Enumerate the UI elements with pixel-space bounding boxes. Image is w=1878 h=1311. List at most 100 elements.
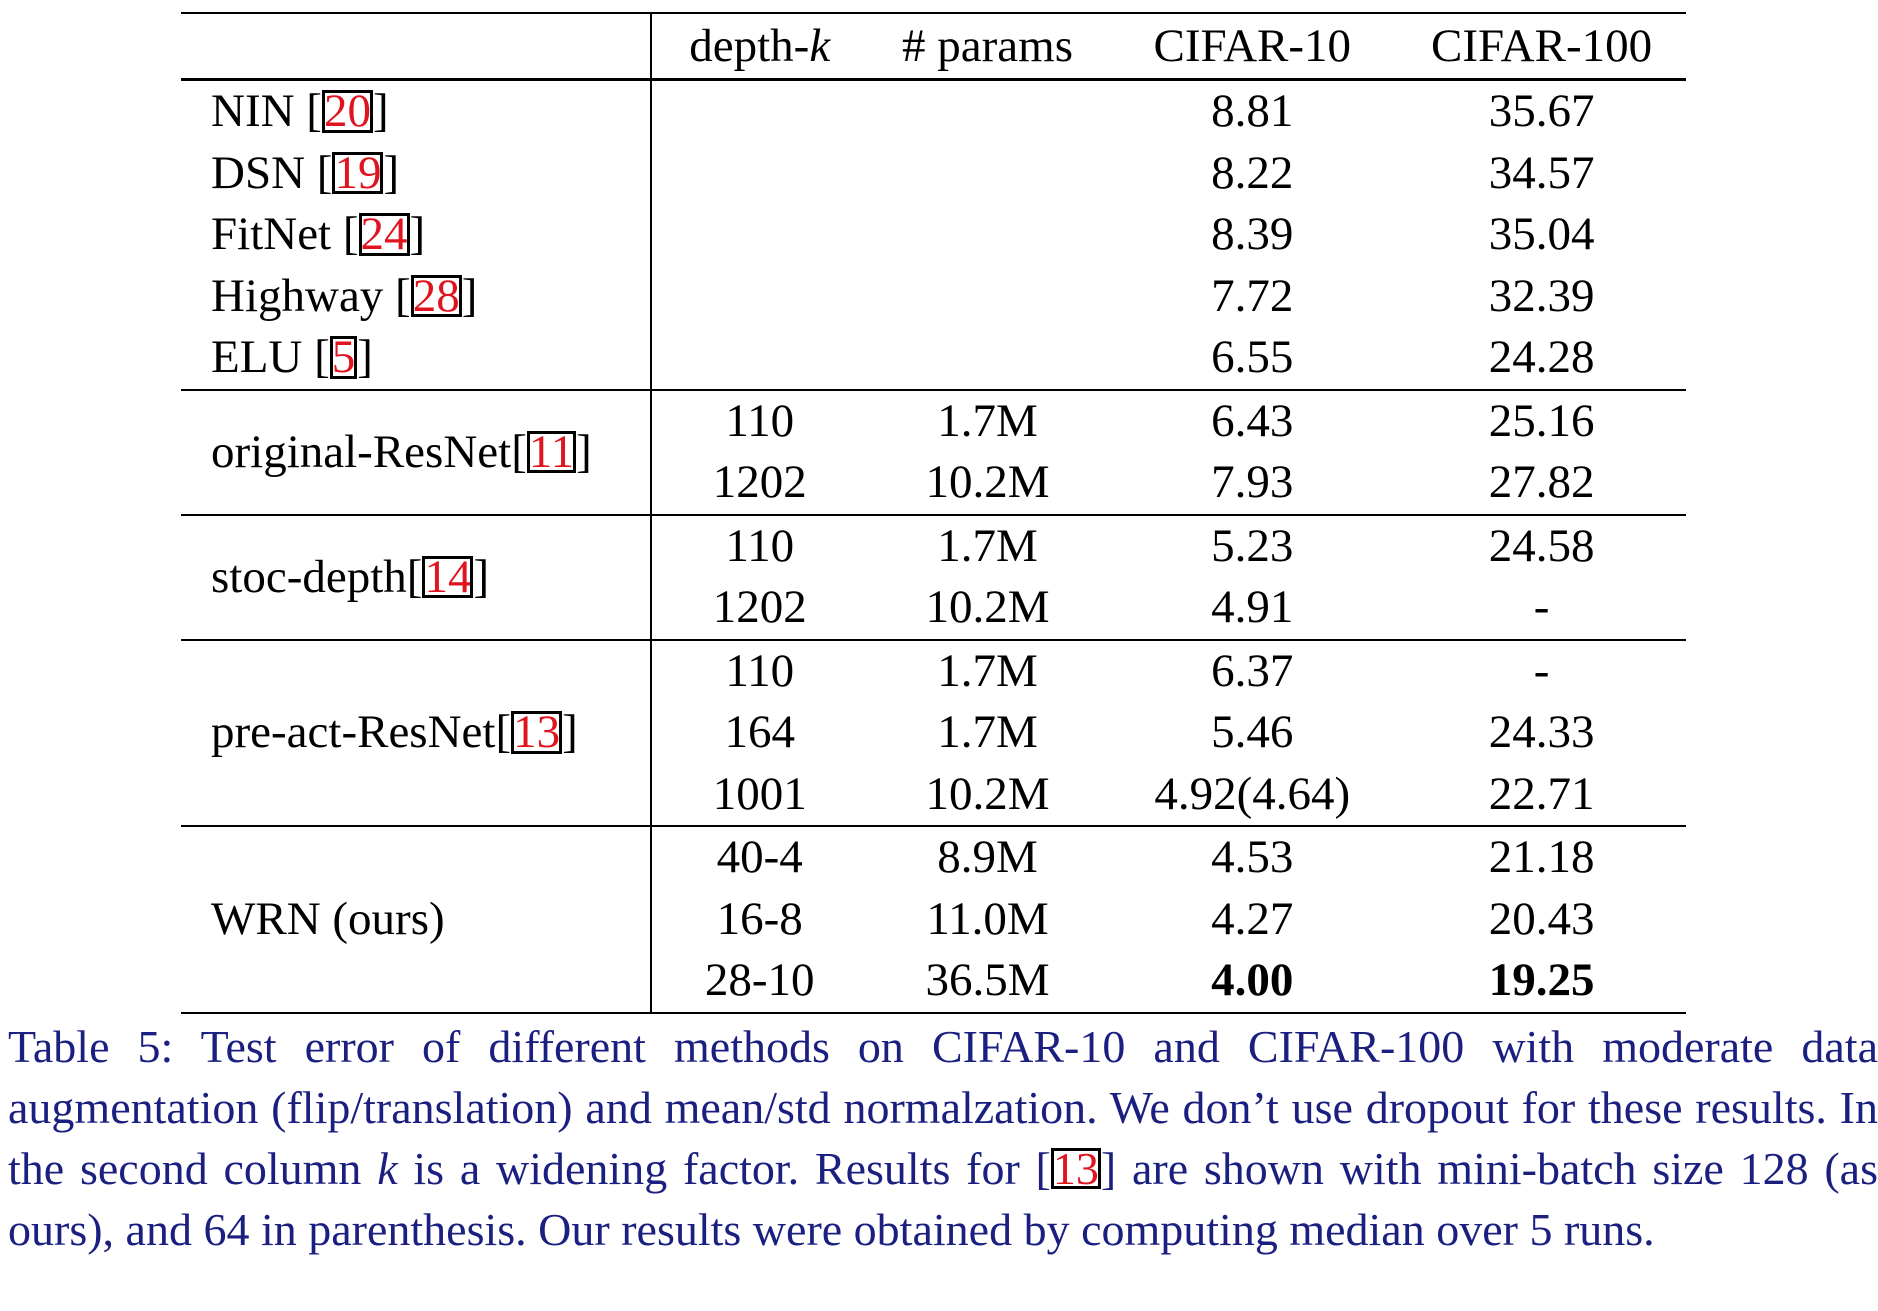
caption-citation-link[interactable]: 13 bbox=[1050, 1143, 1101, 1194]
depth-cell bbox=[651, 204, 868, 266]
cifar10-cell: 6.37 bbox=[1107, 638, 1398, 702]
citation-link[interactable]: 20 bbox=[321, 85, 373, 138]
header-row: depth-k # params CIFAR-10 CIFAR-100 bbox=[181, 12, 1686, 81]
cifar10-cell: 7.72 bbox=[1211, 269, 1294, 322]
table-row: 1202 10.2M 4.91 - bbox=[181, 577, 1686, 640]
depth-cell: 110 bbox=[650, 513, 868, 577]
table-row: original-ResNet[11] 110 1.7M 6.43 25.16 bbox=[181, 388, 1686, 515]
cifar10-cell: 8.81 bbox=[1211, 85, 1294, 138]
citation-link[interactable]: 13 bbox=[511, 706, 563, 759]
method-suffix: ] bbox=[409, 208, 426, 261]
cifar10-cell: 7.93 bbox=[1211, 456, 1294, 509]
header-cifar10: CIFAR-10 bbox=[1107, 12, 1398, 81]
params-cell bbox=[868, 143, 1108, 205]
results-table-container: depth-k # params CIFAR-10 CIFAR-100 NIN … bbox=[181, 12, 1686, 1014]
method-cell: FitNet [24] bbox=[181, 204, 652, 266]
table-row: ELU [5] 6.55 24.28 bbox=[181, 327, 1686, 390]
method-suffix: ] bbox=[473, 550, 490, 603]
params-cell bbox=[868, 266, 1108, 328]
cifar100-cell: 35.67 bbox=[1488, 85, 1595, 138]
cifar100-best-cell: 19.25 bbox=[1397, 950, 1686, 1014]
method-name: original-ResNet[ bbox=[211, 425, 527, 478]
cifar10-cell: 4.91 bbox=[1211, 581, 1294, 634]
params-cell bbox=[868, 204, 1108, 266]
method-cell: NIN [20] bbox=[181, 79, 652, 143]
depth-cell: 1001 bbox=[712, 767, 807, 820]
params-cell: 10.2M bbox=[925, 456, 1050, 509]
params-cell: 10.2M bbox=[925, 767, 1050, 820]
params-cell bbox=[868, 80, 1108, 143]
method-suffix: ] bbox=[383, 146, 400, 199]
table-row: 28-10 36.5M 4.00 19.25 bbox=[181, 950, 1686, 1014]
table-row: 164 1.7M 5.46 24.33 bbox=[181, 702, 1686, 764]
depth-cell bbox=[651, 80, 868, 143]
citation-link[interactable]: 19 bbox=[332, 146, 384, 199]
cifar100-cell: 24.58 bbox=[1397, 513, 1686, 577]
cifar10-cell: 8.39 bbox=[1211, 208, 1294, 261]
depth-cell: 110 bbox=[650, 638, 868, 702]
params-cell: 1.7M bbox=[867, 513, 1108, 577]
cifar100-cell: 34.57 bbox=[1488, 146, 1595, 199]
cifar100-cell: 24.33 bbox=[1488, 706, 1595, 759]
caption-text-part1: Table 5: Test error of different methods… bbox=[8, 1021, 1878, 1194]
cifar10-cell: 5.23 bbox=[1107, 513, 1398, 577]
method-cell: Highway [28] bbox=[181, 265, 652, 327]
caption-k: k bbox=[377, 1143, 398, 1194]
method-name: pre-act-ResNet[ bbox=[211, 706, 512, 759]
method-name: NIN [ bbox=[211, 85, 322, 138]
cifar100-cell: 24.28 bbox=[1488, 331, 1595, 384]
citation-link[interactable]: 14 bbox=[422, 550, 474, 603]
cifar100-cell: 25.16 bbox=[1397, 388, 1686, 452]
cifar10-cell: 4.53 bbox=[1107, 825, 1398, 889]
depth-cell: 1202 bbox=[712, 456, 807, 509]
caption-text-part2: is a widening factor. Results for [ bbox=[397, 1143, 1051, 1194]
cifar100-cell: 21.18 bbox=[1397, 825, 1686, 889]
cifar10-cell: 6.55 bbox=[1211, 331, 1294, 384]
depth-cell: 164 bbox=[724, 706, 795, 759]
params-cell: 11.0M bbox=[926, 892, 1049, 945]
method-name: WRN (ours) bbox=[211, 892, 445, 945]
method-cell: DSN [19] bbox=[181, 142, 652, 204]
params-cell: 8.9M bbox=[867, 825, 1108, 889]
method-cell: stoc-depth[14] bbox=[181, 513, 652, 640]
cifar10-best-cell: 4.00 bbox=[1107, 950, 1398, 1014]
method-name: DSN [ bbox=[211, 146, 333, 199]
citation-link[interactable]: 24 bbox=[358, 208, 410, 261]
method-name: FitNet [ bbox=[211, 208, 359, 261]
table-row: pre-act-ResNet[13] 110 1.7M 6.37 - bbox=[181, 638, 1686, 826]
table-row: WRN (ours) 40-4 8.9M 4.53 21.18 bbox=[181, 825, 1686, 1014]
depth-cell bbox=[651, 266, 868, 328]
cifar100-cell: - bbox=[1397, 638, 1686, 702]
params-cell: 1.7M bbox=[867, 388, 1108, 452]
cifar100-cell: 27.82 bbox=[1488, 456, 1595, 509]
citation-link[interactable]: 5 bbox=[329, 331, 358, 384]
params-cell: 10.2M bbox=[925, 581, 1050, 634]
cifar100-cell: - bbox=[1533, 581, 1550, 634]
depth-cell: 16-8 bbox=[716, 892, 803, 945]
header-depth: depth-k bbox=[650, 12, 868, 81]
cifar10-cell: 5.46 bbox=[1211, 706, 1294, 759]
results-table: depth-k # params CIFAR-10 CIFAR-100 NIN … bbox=[181, 12, 1686, 1014]
citation-link[interactable]: 28 bbox=[410, 269, 462, 322]
table-caption: Table 5: Test error of different methods… bbox=[8, 1016, 1878, 1260]
citation-link[interactable]: 11 bbox=[526, 425, 577, 478]
depth-cell: 28-10 bbox=[650, 950, 868, 1014]
header-method bbox=[181, 12, 652, 81]
cifar100-cell: 20.43 bbox=[1488, 892, 1595, 945]
method-name: stoc-depth[ bbox=[211, 550, 423, 603]
method-cell: ELU [5] bbox=[181, 327, 652, 390]
header-depth-k: k bbox=[809, 19, 831, 72]
table-row: stoc-depth[14] 110 1.7M 5.23 24.58 bbox=[181, 513, 1686, 640]
depth-cell: 40-4 bbox=[650, 825, 868, 889]
caption-text-part3: ] are shown with mini-batch size 128 (as… bbox=[8, 1143, 1878, 1255]
method-name: ELU [ bbox=[211, 331, 330, 384]
params-cell: 1.7M bbox=[937, 706, 1038, 759]
depth-cell bbox=[651, 143, 868, 205]
depth-cell: 110 bbox=[650, 388, 868, 452]
method-cell: WRN (ours) bbox=[181, 825, 652, 1014]
method-suffix: ] bbox=[461, 269, 478, 322]
cifar10-cell: 4.27 bbox=[1211, 892, 1294, 945]
depth-cell bbox=[651, 327, 868, 390]
table-row: DSN [19] 8.22 34.57 bbox=[181, 142, 1686, 205]
header-cifar100: CIFAR-100 bbox=[1397, 12, 1686, 81]
